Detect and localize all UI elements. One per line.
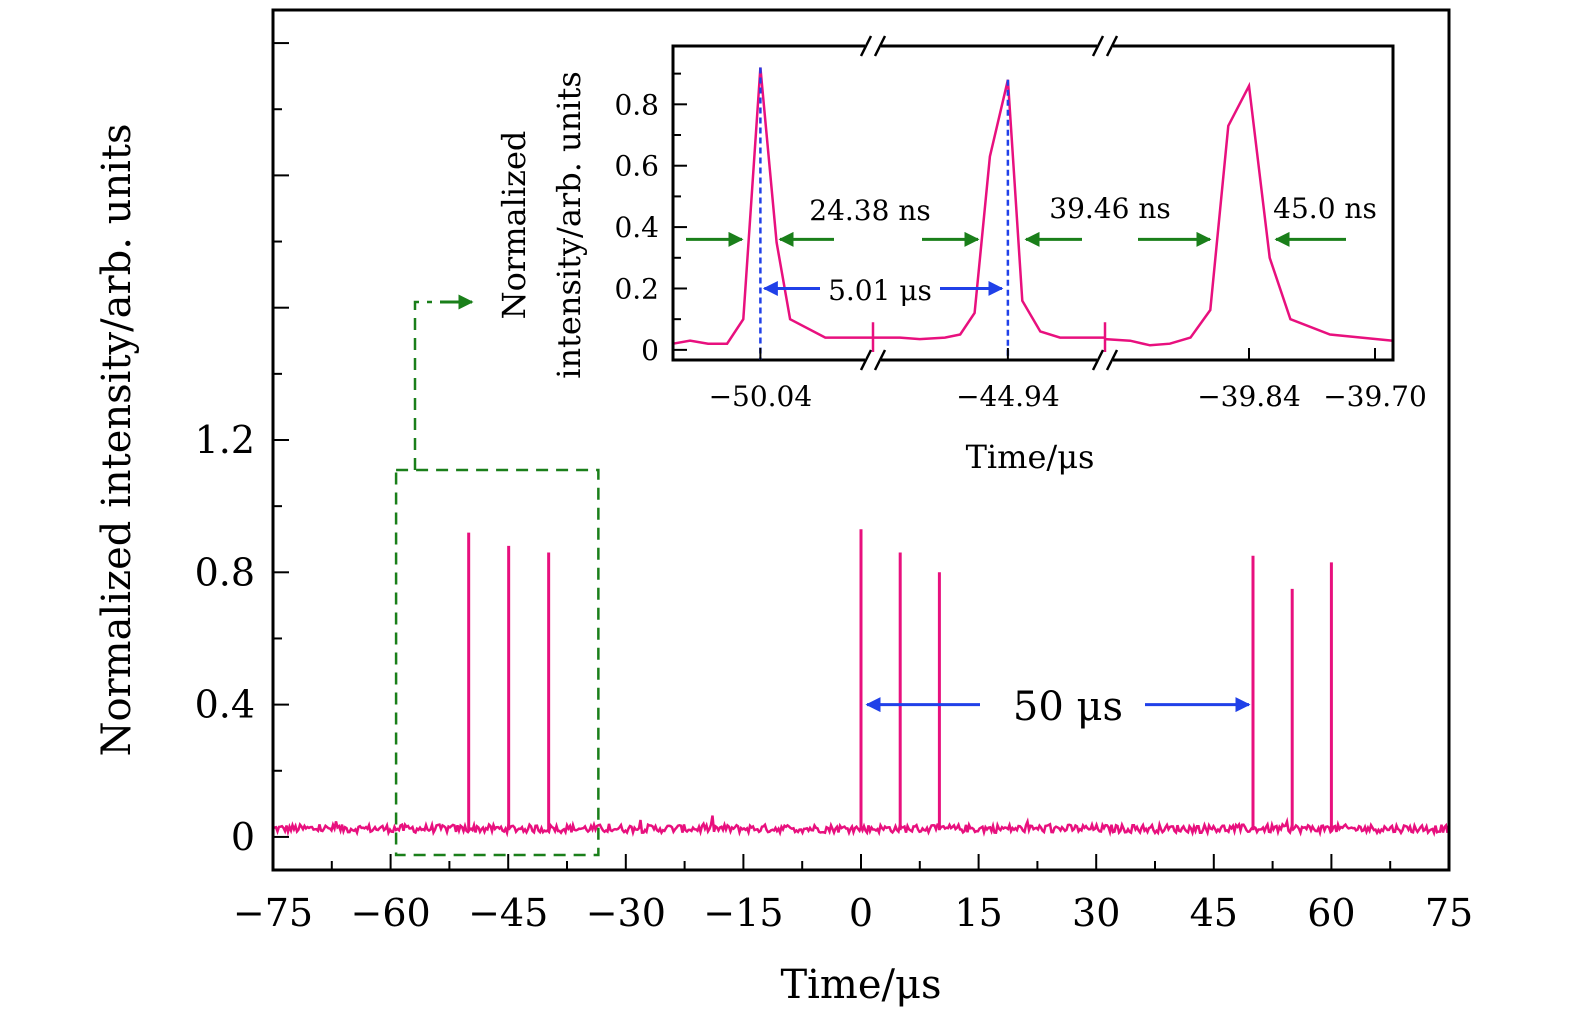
axis-break-gap: [865, 352, 881, 368]
inset-y-tick-label: 0.2: [614, 272, 659, 305]
axis-break-gap: [1097, 352, 1113, 368]
main-annotation-50us: 50 μs: [1013, 684, 1123, 730]
x-tick-label: 0: [849, 891, 873, 935]
inset-frame: [671, 44, 1395, 362]
inset-segment-0: [672, 67, 873, 345]
x-tick-label: 60: [1307, 891, 1355, 935]
y-tick-label: 0.4: [195, 683, 255, 727]
inset-x-axis-label: Time/μs: [966, 438, 1095, 476]
axis-break-gap: [865, 38, 881, 54]
axis-break-icon: [859, 35, 887, 57]
main-chart: −75 −60 −45 −30 −15 0 15 30 45 60 75 0 0.4 0.8 1.2: [195, 8, 1473, 935]
inset-y-tick-label: 0.4: [614, 211, 659, 244]
inset-y-axis-label-line1: Normalized: [495, 131, 533, 320]
inset-y-axis-label-line2: intensity/arb. units: [550, 71, 588, 379]
x-tick-label: 45: [1190, 891, 1238, 935]
inset-x-tick-label: −44.94: [956, 380, 1060, 413]
inset-segment-1: [873, 79, 1105, 341]
inset-x-tick-label: −39.70: [1323, 380, 1427, 413]
axis-break-icon: [859, 349, 887, 371]
y-tick-label: 0: [231, 815, 255, 859]
axis-break-icon: [1091, 35, 1119, 57]
inset-y-tick-label: 0.6: [614, 150, 659, 183]
x-tick-label: −75: [233, 891, 313, 935]
inset-chart: 0 0.2 0.4 0.6 0.8 −50.04 −44.94 −39.84 −39.70: [614, 35, 1427, 413]
inset-spacing-label: 5.01 μs: [828, 274, 932, 307]
zoom-connector-line: [413, 300, 432, 470]
x-tick-label: −15: [703, 891, 783, 935]
inset-y-tick-label: 0.8: [614, 88, 659, 121]
inset-fwhm-label-3: 45.0 ns: [1273, 192, 1377, 225]
axis-break-gap: [1097, 38, 1113, 54]
inset-fwhm-label-2: 39.46 ns: [1049, 192, 1170, 225]
zoom-region-box: [394, 468, 600, 857]
x-tick-label: 15: [954, 891, 1002, 935]
x-tick-label: 30: [1072, 891, 1120, 935]
x-tick-label: −45: [468, 891, 548, 935]
main-y-axis-label: Normalized intensity/arb. units: [94, 123, 140, 756]
inset-x-tick-label: −39.84: [1197, 380, 1301, 413]
main-x-axis-label: Time/μs: [780, 962, 941, 1008]
x-tick-label: −60: [350, 891, 430, 935]
y-tick-label: 1.2: [195, 418, 255, 462]
inset-fwhm-label-1: 24.38 ns: [809, 194, 930, 227]
inset-x-tick-label: −50.04: [709, 380, 813, 413]
inset-segment-2: [1104, 81, 1394, 347]
y-tick-label: 0.8: [195, 550, 255, 594]
x-tick-label: 75: [1425, 891, 1473, 935]
axis-break-icon: [1091, 349, 1119, 371]
x-tick-label: −30: [586, 891, 666, 935]
inset-background: [673, 46, 1393, 360]
inset-y-tick-label: 0: [641, 334, 659, 367]
